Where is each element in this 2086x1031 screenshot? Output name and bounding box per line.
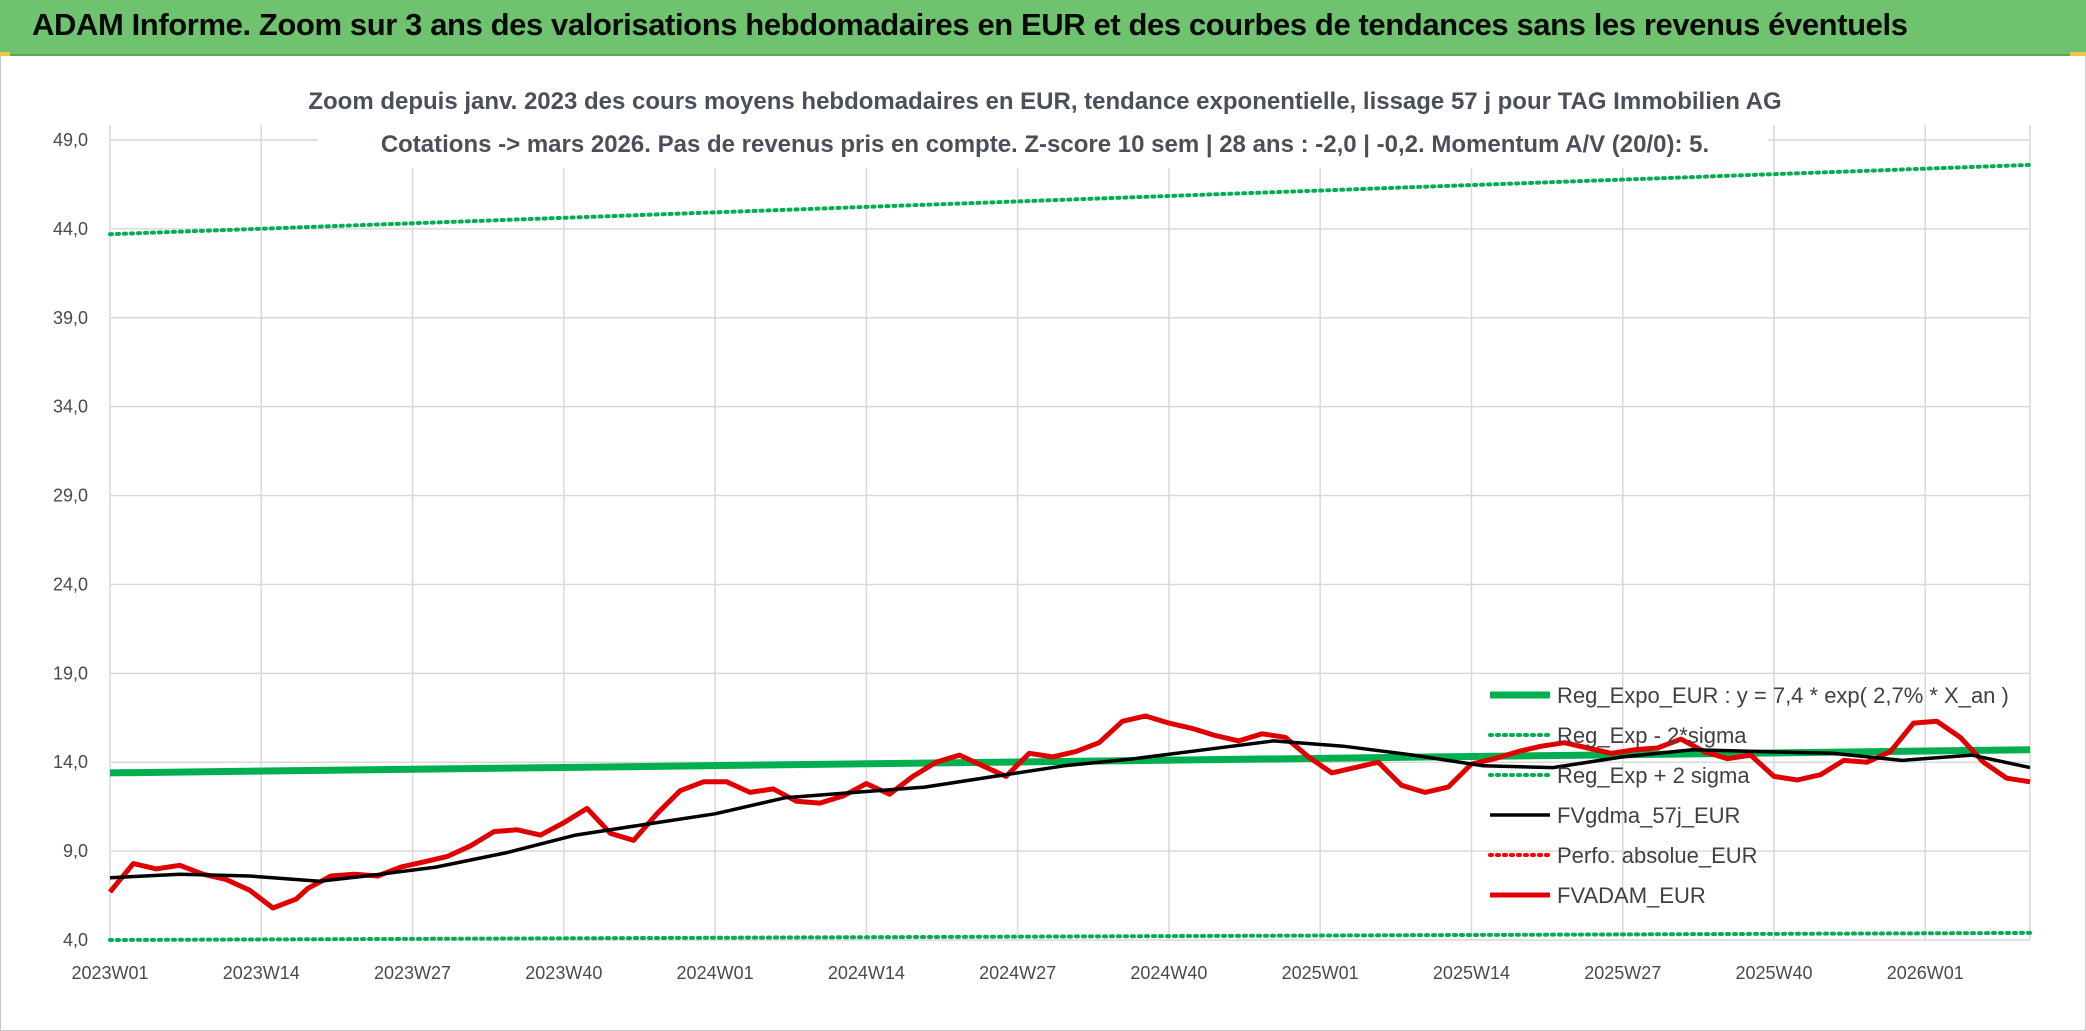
corner-accent-left [0, 52, 10, 56]
y-tick-label: 39,0 [53, 308, 88, 328]
y-tick-label: 24,0 [53, 574, 88, 594]
x-tick-label: 2026W01 [1887, 963, 1964, 983]
x-tick-label: 2023W14 [223, 963, 300, 983]
series-line-2 [108, 162, 2032, 237]
legend-label-3: FVgdma_57j_EUR [1557, 803, 1740, 828]
legend-label-0: Reg_Expo_EUR : y = 7,4 * exp( 2,7% * X_a… [1557, 683, 2009, 708]
series-line-5 [108, 713, 2031, 911]
chart-title-line2: Cotations -> mars 2026. Pas de revenus p… [381, 131, 1709, 158]
x-tick-label: 2025W14 [1433, 963, 1510, 983]
x-tick-label: 2025W40 [1735, 963, 1812, 983]
axis-labels: 4,0 9,0 14,0 19,0 24,0 29,0 34,0 39,0 44,0 49,0 20… [53, 130, 1964, 983]
y-tick-label: 44,0 [53, 219, 88, 239]
x-tick-label: 2024W14 [828, 963, 905, 983]
legend-label-2: Reg_Exp + 2 sigma [1557, 763, 1750, 788]
y-tick-label: 14,0 [53, 752, 88, 772]
legend-label-1: Reg_Exp - 2*sigma [1557, 723, 1747, 748]
series-line-1 [108, 930, 2032, 942]
y-tick-label: 4,0 [63, 930, 88, 950]
y-tick-label: 34,0 [53, 397, 88, 417]
legend-label-5: FVADAM_EUR [1557, 883, 1706, 908]
report-banner: ADAM Informe. Zoom sur 3 ans des valoris… [0, 0, 2086, 56]
y-tick-label: 9,0 [63, 841, 88, 861]
chart-legend: Reg_Expo_EUR : y = 7,4 * exp( 2,7% * X_a… [1488, 683, 2009, 908]
x-tick-label: 2025W27 [1584, 963, 1661, 983]
y-tick-label: 29,0 [53, 486, 88, 506]
corner-accent-right [2070, 52, 2086, 56]
chart-title-line1: Zoom depuis janv. 2023 des cours moyens … [308, 88, 1781, 115]
chart-subtitle: Zoom depuis janv. 2023 des cours moyens … [308, 80, 1782, 168]
x-tick-label: 2024W27 [979, 963, 1056, 983]
series-line-3 [109, 739, 2031, 884]
series-layer [108, 162, 2032, 942]
x-tick-label: 2025W01 [1282, 963, 1359, 983]
x-tick-label: 2023W01 [71, 963, 148, 983]
x-tick-label: 2023W40 [525, 963, 602, 983]
x-tick-label: 2024W40 [1130, 963, 1207, 983]
y-tick-label: 19,0 [53, 663, 88, 683]
x-tick-label: 2023W27 [374, 963, 451, 983]
x-tick-label: 2024W01 [677, 963, 754, 983]
y-tick-label: 49,0 [53, 130, 88, 150]
grid-lines [109, 125, 2031, 941]
report-title: ADAM Informe. Zoom sur 3 ans des valoris… [32, 7, 1908, 42]
subtitle-background [318, 80, 1768, 168]
legend-label-4: Perfo. absolue_EUR [1557, 843, 1758, 868]
